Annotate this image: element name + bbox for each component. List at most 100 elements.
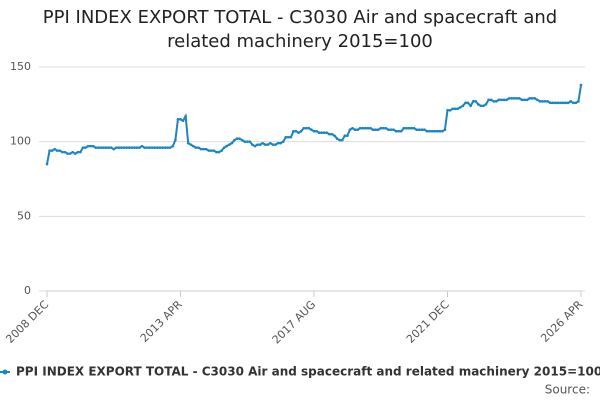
point xyxy=(310,128,313,132)
point xyxy=(551,101,555,105)
point xyxy=(122,146,126,149)
legend-marker xyxy=(2,369,8,375)
point xyxy=(58,149,62,152)
point xyxy=(217,150,221,154)
point xyxy=(569,100,573,103)
point xyxy=(533,97,537,100)
point xyxy=(263,143,267,146)
point xyxy=(554,101,557,105)
point xyxy=(374,128,377,132)
point xyxy=(438,129,442,133)
point xyxy=(571,101,575,105)
point xyxy=(494,100,498,103)
point xyxy=(212,149,216,152)
point xyxy=(497,98,501,102)
point xyxy=(399,129,403,133)
point xyxy=(73,152,77,155)
x-tick-label: 2008 DEC xyxy=(3,298,51,346)
point xyxy=(415,128,418,132)
point xyxy=(251,143,254,146)
point xyxy=(461,104,465,108)
legend-label: PPI INDEX EXPORT TOTAL - C3030 Air and s… xyxy=(16,365,600,379)
point xyxy=(441,129,444,133)
point xyxy=(433,129,436,133)
y-tick-label: 50 xyxy=(17,209,31,222)
point xyxy=(471,100,475,103)
point xyxy=(50,149,54,152)
point xyxy=(233,138,236,142)
point xyxy=(150,146,154,149)
point xyxy=(222,146,226,149)
point xyxy=(489,98,493,102)
point xyxy=(269,141,272,145)
point xyxy=(61,150,64,154)
point xyxy=(343,134,347,137)
point xyxy=(459,106,462,109)
point xyxy=(63,150,67,154)
point xyxy=(366,126,370,130)
point xyxy=(86,144,90,148)
point xyxy=(346,134,349,137)
point xyxy=(215,150,218,154)
point xyxy=(338,138,341,142)
point xyxy=(328,132,331,136)
point xyxy=(446,109,449,112)
point xyxy=(474,100,478,103)
point xyxy=(559,101,562,105)
point xyxy=(382,126,385,130)
point xyxy=(179,117,182,121)
point xyxy=(348,128,352,132)
point xyxy=(135,146,139,149)
point xyxy=(530,97,534,100)
point xyxy=(505,98,508,102)
point xyxy=(482,104,485,108)
point xyxy=(353,128,357,132)
point xyxy=(66,152,69,155)
point xyxy=(361,126,365,130)
point xyxy=(153,146,157,149)
point xyxy=(397,129,401,133)
point xyxy=(325,131,329,135)
point xyxy=(240,138,244,142)
point xyxy=(230,141,234,145)
point xyxy=(297,131,300,135)
point xyxy=(166,146,169,149)
point xyxy=(253,144,257,148)
point xyxy=(284,135,288,139)
point xyxy=(243,140,246,143)
point xyxy=(104,146,108,149)
point xyxy=(94,146,98,149)
point xyxy=(156,146,159,149)
point xyxy=(117,146,121,149)
point xyxy=(194,146,198,149)
x-tick-label: 2013 APR xyxy=(138,298,185,345)
chart-title: PPI INDEX EXPORT TOTAL - C3030 Air and s… xyxy=(42,7,558,52)
point xyxy=(294,129,298,133)
point xyxy=(340,138,344,142)
point xyxy=(120,146,123,149)
point xyxy=(379,126,383,130)
point xyxy=(335,137,339,140)
y-tick-label: 0 xyxy=(24,284,31,297)
point xyxy=(220,149,223,152)
point xyxy=(102,146,105,149)
point xyxy=(276,141,280,145)
point xyxy=(435,129,439,133)
point xyxy=(76,150,80,154)
point xyxy=(132,146,136,149)
point xyxy=(207,149,211,152)
point xyxy=(479,104,483,108)
point xyxy=(330,132,334,136)
point xyxy=(536,98,539,102)
point xyxy=(197,146,200,149)
point xyxy=(292,129,295,133)
point xyxy=(279,141,282,145)
point xyxy=(528,97,531,100)
point xyxy=(81,146,85,149)
point xyxy=(45,162,49,166)
point xyxy=(392,128,395,132)
point xyxy=(176,117,180,121)
point xyxy=(184,114,187,118)
